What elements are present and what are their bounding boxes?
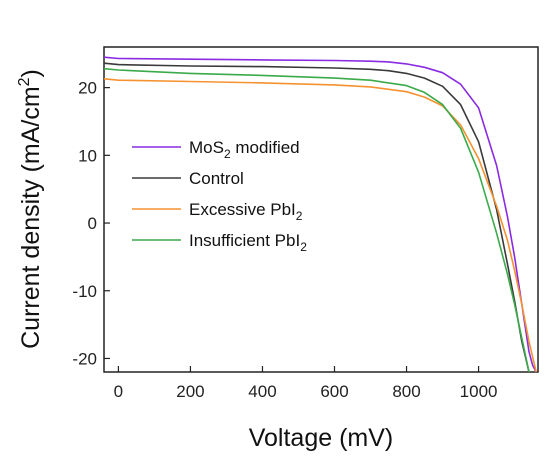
x-tick-label-0: 0 xyxy=(114,382,123,401)
plot-frame xyxy=(103,46,539,373)
y-axis-title: Current density (mA/cm2) xyxy=(16,69,45,349)
x-tick-label-1: 200 xyxy=(176,382,204,401)
x-axis-title: Voltage (mV) xyxy=(249,424,394,452)
tick-layer: 0 200 400 600 800 1000 -20 -10 0 10 20 xyxy=(72,79,497,401)
legend-label-rest-0: modified xyxy=(231,138,300,157)
legend-label-0: MoS2 modified xyxy=(189,138,300,161)
legend-label-2: Excessive PbI2 xyxy=(189,200,303,223)
y-tick-label-1: -10 xyxy=(72,282,97,301)
x-tick-label-3: 600 xyxy=(320,382,348,401)
y-axis-title-close: ) xyxy=(17,69,45,77)
legend-label-main-0: MoS xyxy=(189,138,224,157)
series-line-2 xyxy=(103,78,537,373)
legend-label-3: Insufficient PbI2 xyxy=(189,231,307,254)
legend-label-sub-0: 2 xyxy=(224,147,231,161)
series-line-3 xyxy=(103,67,530,373)
series-line-0 xyxy=(103,56,537,373)
x-tick-label-5: 1000 xyxy=(460,382,498,401)
legend-label-main-1: Control xyxy=(189,169,244,188)
x-tick-label-4: 800 xyxy=(392,382,420,401)
legend-label-main-3: Insufficient PbI xyxy=(189,231,300,250)
y-tick-label-4: 20 xyxy=(78,79,97,98)
x-tick-label-2: 400 xyxy=(248,382,276,401)
y-tick-label-2: 0 xyxy=(88,214,97,233)
legend-label-sub-2: 2 xyxy=(296,209,303,223)
y-axis-title-sup: 2 xyxy=(16,77,33,86)
y-tick-label-3: 10 xyxy=(78,146,97,165)
series-line-1 xyxy=(103,62,530,373)
y-tick-label-0: -20 xyxy=(72,349,97,368)
series-layer xyxy=(103,56,537,373)
legend-label-main-2: Excessive PbI xyxy=(189,200,296,219)
legend-label-sub-3: 2 xyxy=(300,240,307,254)
legend-label-1: Control xyxy=(189,169,244,188)
y-axis-title-main: Current density (mA/cm xyxy=(17,86,45,349)
